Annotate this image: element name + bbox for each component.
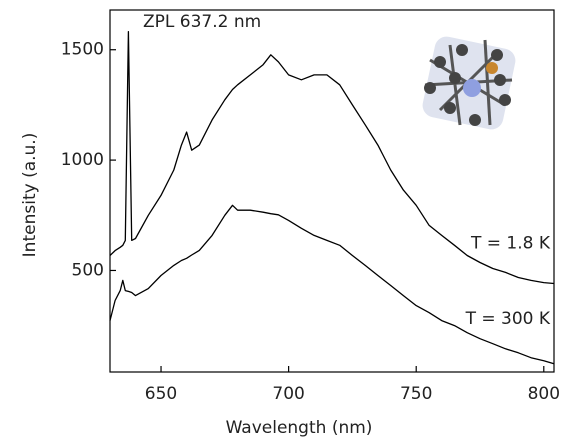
plot-frame [109,9,555,373]
x-tick-label: 800 [528,384,560,404]
inset-molecule [422,36,516,130]
y-tick-label: 1500 [61,40,104,60]
x-tick-label: 700 [272,384,304,404]
y-tick-label: 500 [72,260,104,280]
series-line [109,30,555,285]
x-axis-label: Wavelength (nm) [226,418,373,438]
x-tick-label: 750 [400,384,432,404]
series-line [109,204,555,365]
annotation: ZPL 637.2 nm [143,12,261,32]
y-tick-label: 1000 [61,150,104,170]
y-axis-label: Intensity (a.u.) [20,133,40,258]
x-tick-label: 650 [145,384,177,404]
series-label: T = 1.8 K [470,233,551,253]
series-label: T = 300 K [465,309,551,329]
